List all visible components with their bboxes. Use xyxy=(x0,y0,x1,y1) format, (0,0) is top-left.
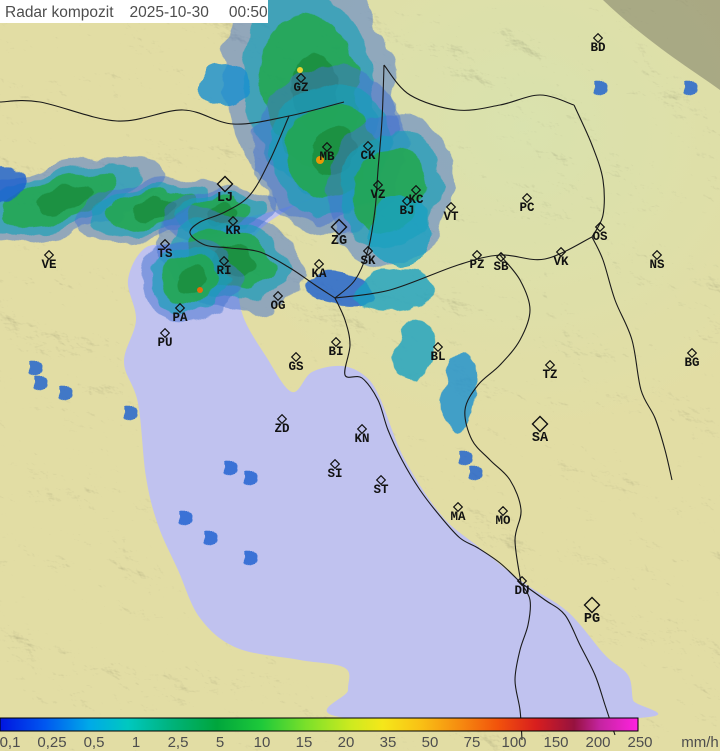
svg-text:20: 20 xyxy=(338,734,355,751)
svg-text:15: 15 xyxy=(296,734,313,751)
svg-text:LJ: LJ xyxy=(217,191,233,206)
svg-text:KR: KR xyxy=(225,224,241,238)
svg-text:PG: PG xyxy=(584,612,600,627)
svg-text:CK: CK xyxy=(360,149,376,163)
svg-text:VE: VE xyxy=(41,258,56,272)
svg-text:VZ: VZ xyxy=(370,188,385,202)
svg-text:VK: VK xyxy=(553,255,569,269)
svg-text:75: 75 xyxy=(464,734,481,751)
svg-text:GS: GS xyxy=(288,360,304,374)
svg-text:GZ: GZ xyxy=(293,81,308,95)
svg-text:5: 5 xyxy=(216,734,224,751)
svg-text:OG: OG xyxy=(270,299,285,313)
svg-text:35: 35 xyxy=(380,734,397,751)
svg-text:DU: DU xyxy=(514,584,529,598)
svg-text:0,25: 0,25 xyxy=(37,734,66,751)
svg-text:ZG: ZG xyxy=(331,234,347,249)
svg-text:KN: KN xyxy=(354,432,369,446)
svg-text:1: 1 xyxy=(132,734,140,751)
svg-text:200: 200 xyxy=(585,734,610,751)
svg-text:100: 100 xyxy=(501,734,526,751)
svg-text:MB: MB xyxy=(319,150,335,164)
svg-text:2,5: 2,5 xyxy=(168,734,189,751)
svg-text:TS: TS xyxy=(157,247,173,261)
svg-text:SA: SA xyxy=(532,431,549,446)
svg-text:SI: SI xyxy=(327,467,342,481)
svg-text:10: 10 xyxy=(254,734,271,751)
svg-text:RI: RI xyxy=(216,264,231,278)
svg-text:TZ: TZ xyxy=(542,368,557,382)
svg-text:MA: MA xyxy=(450,510,466,524)
svg-text:NS: NS xyxy=(649,258,665,272)
svg-text:BL: BL xyxy=(430,350,445,364)
svg-text:PZ: PZ xyxy=(469,258,484,272)
svg-text:0,5: 0,5 xyxy=(84,734,105,751)
svg-text:BI: BI xyxy=(328,345,343,359)
svg-text:BG: BG xyxy=(684,356,699,370)
svg-text:250: 250 xyxy=(627,734,652,751)
svg-text:BD: BD xyxy=(590,41,606,55)
svg-text:ST: ST xyxy=(373,483,389,497)
svg-text:50: 50 xyxy=(422,734,439,751)
svg-text:KA: KA xyxy=(311,267,327,281)
svg-text:VT: VT xyxy=(443,210,459,224)
svg-text:BJ: BJ xyxy=(399,204,414,218)
svg-text:OS: OS xyxy=(592,230,608,244)
svg-text:SK: SK xyxy=(360,254,376,268)
svg-text:SB: SB xyxy=(493,260,509,274)
svg-text:mm/h: mm/h xyxy=(681,734,719,751)
svg-text:ZD: ZD xyxy=(274,422,290,436)
svg-text:0,1: 0,1 xyxy=(0,734,20,751)
svg-text:MO: MO xyxy=(495,514,511,528)
svg-text:PA: PA xyxy=(172,311,188,325)
svg-text:150: 150 xyxy=(543,734,568,751)
svg-text:PC: PC xyxy=(519,201,535,215)
svg-text:PU: PU xyxy=(157,336,172,350)
